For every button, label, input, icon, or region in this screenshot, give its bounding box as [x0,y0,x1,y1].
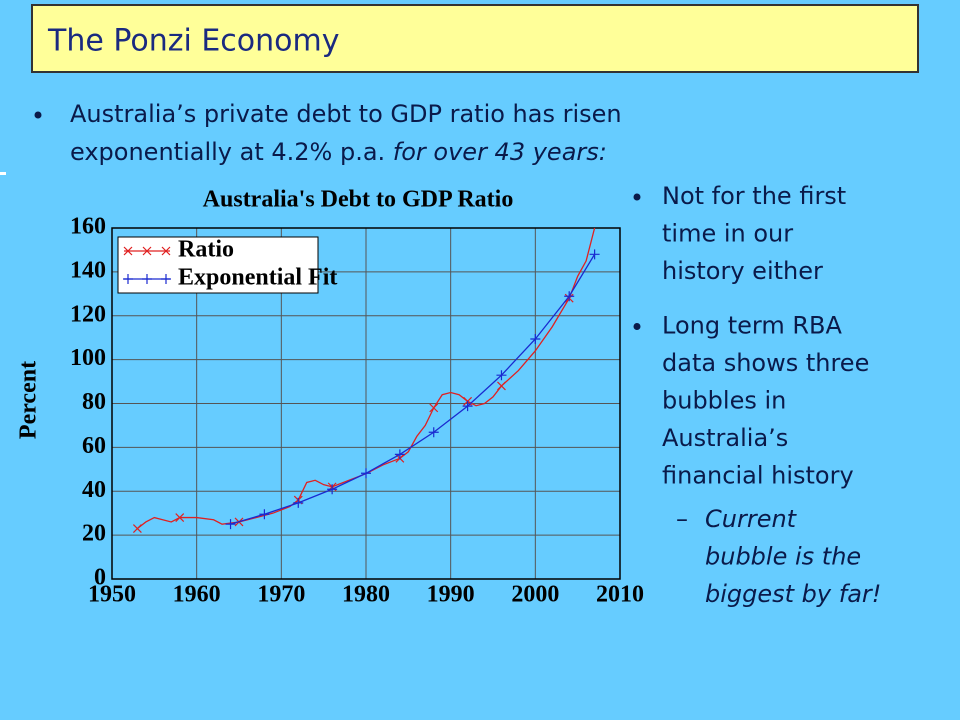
line [230,253,596,525]
bullet-text: Not for the first [662,182,846,210]
legend-box [117,236,319,294]
y-axis-label: Percent [16,361,42,439]
marker [161,274,171,284]
marker [429,403,439,413]
marker [394,449,405,460]
marker [589,249,600,260]
marker [462,401,473,412]
marker [428,427,439,438]
bullet-text: bubbles in [662,387,786,415]
bullet [633,193,641,201]
legend-label: Exponential Fit [178,265,337,291]
y-tick-label: 40 [82,477,106,503]
marker [361,468,371,479]
title-box [31,4,919,73]
slide-tick [0,172,6,175]
bullet-text: financial history [662,462,854,490]
legend-label: Ratio [178,237,234,263]
bullet-text: exponentially at 4.2% p.a. for over 43 y… [70,138,607,166]
bullet-text: history either [662,257,823,285]
y-tick-label: 140 [70,257,106,283]
marker [293,497,304,508]
marker [530,334,541,345]
sub-bullet-text: Current [705,505,798,533]
text-group: Australia’s private debt to GDP ratio ha… [34,100,881,608]
marker [496,370,507,381]
bullet [633,323,641,330]
bullet-text: Australia’s private debt to GDP ratio ha… [70,100,622,128]
marker [497,381,506,391]
y-tick-label: 120 [70,301,106,327]
marker [564,291,575,302]
line [137,227,596,530]
marker [132,524,142,533]
marker [123,274,133,284]
chart: Australia's Debt to GDP Ratio Percent 0 20 4… [16,187,645,608]
marker [142,246,152,256]
marker [175,513,185,522]
bullet-line: exponentially at 4.2% p.a. [70,138,393,166]
x-tick-label: 1960 [173,582,221,608]
x-tick-label: 1990 [427,582,475,608]
y-tick-label: 20 [82,521,106,547]
y-tick-label: 0 [94,565,106,591]
marker [225,519,236,530]
bullet-emphasis: for over 43 years: [393,138,607,166]
bullet-text: data shows three [662,349,869,377]
chart-title: Australia's Debt to GDP Ratio [203,187,514,213]
plot-frame [111,227,621,580]
marker [259,509,270,520]
marker [123,246,133,256]
y-tick-label: 60 [82,433,106,459]
bullet-text: time in our [662,220,793,248]
x-tick-label: 2010 [596,582,644,608]
y-tick-label: 100 [70,345,106,371]
bullet [34,111,42,119]
marker [142,274,152,284]
bullet-text: Long term RBA [662,312,842,340]
sub-bullet-marker: – [676,505,688,533]
x-tick-label: 1970 [257,582,305,608]
y-tick-label: 80 [82,389,106,415]
x-tick-label: 2000 [511,582,559,608]
bullet-text: Australia’s [662,424,788,452]
sub-bullet-text: biggest by far! [705,580,881,608]
marker [327,484,338,495]
sub-bullet-text: bubble is the [705,543,861,571]
bullet-line: Australia’s private debt to GDP ratio ha… [70,100,622,128]
slide-title: The Ponzi Economy [47,24,340,59]
marker [161,246,171,256]
x-tick-label: 1980 [342,582,390,608]
y-tick-label: 160 [70,214,106,240]
x-tick-label: 1950 [88,582,136,608]
